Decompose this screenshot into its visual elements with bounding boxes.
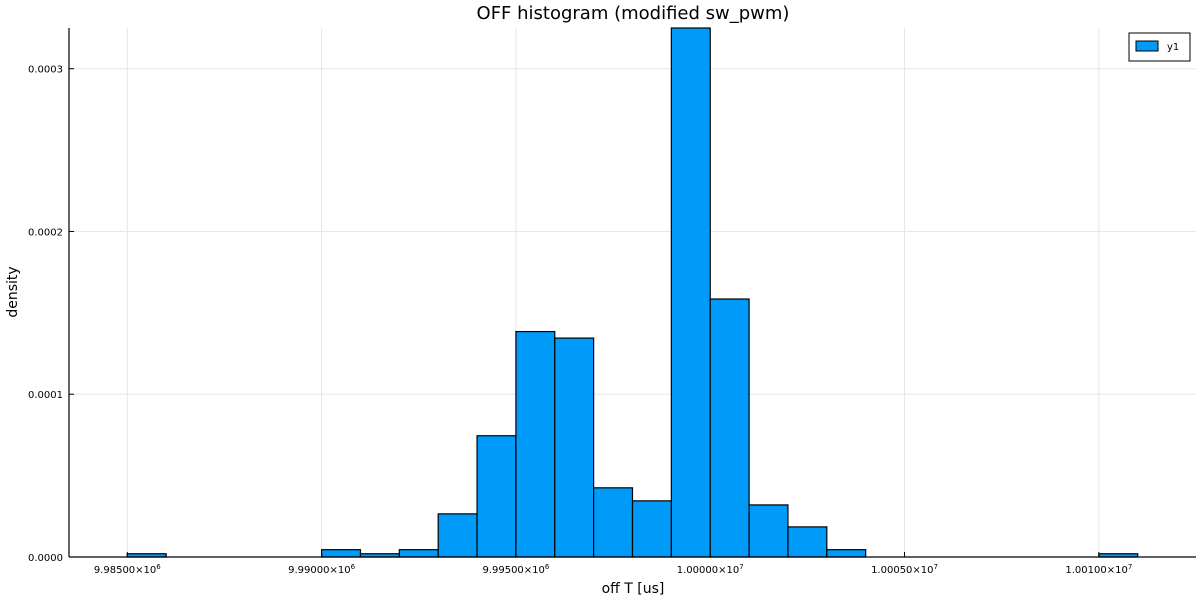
x-tick-label: 9.99000×106 <box>288 563 355 576</box>
y-tick-label: 0.0000 <box>28 553 63 564</box>
y-tick-labels: 0.0000 0.0001 0.0002 0.0003 <box>28 65 63 564</box>
legend-swatch <box>1135 40 1159 52</box>
histogram-bar <box>748 504 789 558</box>
chart-title: OFF histogram (modified sw_pwm) <box>477 3 790 24</box>
y-tick-label: 0.0001 <box>28 390 63 401</box>
histogram-bar <box>593 487 634 558</box>
x-tick-label: 1.00100×107 <box>1065 563 1132 576</box>
histogram-bar <box>398 549 439 558</box>
legend-label: y1 <box>1167 42 1179 53</box>
x-tick-labels: 9.98500×106 9.99000×106 9.99500×106 1.00000… <box>94 563 1132 576</box>
x-tick-label: 1.00000×107 <box>677 563 744 576</box>
histogram-bar <box>437 513 478 558</box>
histogram-bar <box>476 435 517 558</box>
histogram-bars <box>126 27 1139 558</box>
histogram-bar <box>554 337 595 558</box>
x-axis-label: off T [us] <box>602 581 665 597</box>
histogram-bar <box>670 27 711 558</box>
x-tick-label: 1.00050×107 <box>871 563 938 576</box>
x-tick-label: 9.98500×106 <box>94 563 161 576</box>
histogram-bar <box>515 330 556 558</box>
y-tick-label: 0.0003 <box>28 65 63 76</box>
axes <box>68 28 1196 558</box>
histogram-bar <box>787 526 828 558</box>
histogram-bar <box>709 298 750 558</box>
histogram-bar <box>631 500 672 558</box>
x-tick-label: 9.99500×106 <box>482 563 549 576</box>
legend: y1 <box>1128 32 1191 62</box>
histogram-bar <box>826 549 867 558</box>
y-axis-label: density <box>5 266 21 317</box>
y-tick-label: 0.0002 <box>28 227 63 238</box>
grid-lines <box>69 28 1196 558</box>
histogram-bar <box>321 549 362 558</box>
